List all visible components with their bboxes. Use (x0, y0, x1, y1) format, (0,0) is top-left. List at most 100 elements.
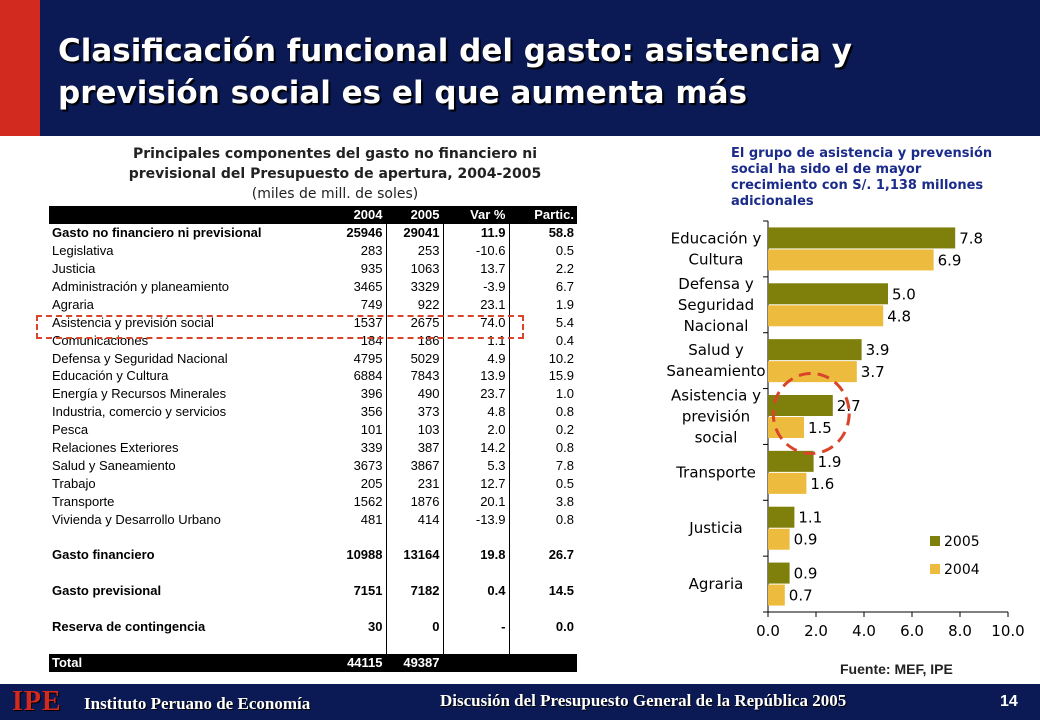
x-tick-label: 2.0 (804, 622, 828, 640)
source-note: Fuente: MEF, IPE (840, 661, 953, 677)
table-cell-row-var: -10.6 (442, 241, 509, 260)
bar-value-label: 0.9 (794, 565, 818, 583)
table-cell-row-var: 23.1 (442, 295, 509, 314)
table-cell-row-2005: 373 (385, 402, 443, 421)
table-cell-row-2005: 186 (385, 331, 443, 350)
table-cell-row-var: 1.1 (442, 331, 509, 350)
bar-value-label: 3.7 (861, 363, 885, 381)
table-cell-row-part: 10.2 (508, 349, 577, 368)
table-cell-row-name (49, 636, 330, 654)
table-cell-row-2004: 935 (360, 261, 383, 277)
table-cell-row-name: Gasto financiero (52, 547, 155, 563)
table-cell-row-var (442, 599, 509, 618)
table-row: Justicia 935 1063 13.7 2.2 (49, 259, 577, 278)
bar-2005 (768, 562, 790, 584)
table-cell-row-2004: 283 (360, 243, 383, 259)
table-cell-row-part: 0.5 (508, 241, 577, 260)
table-cell-row-var: 2.0 (442, 420, 509, 439)
header-accent-bar (0, 0, 40, 136)
bar-2004 (768, 249, 934, 271)
table-cell-row-2004: 3465 (353, 279, 383, 294)
highlight-ellipse (771, 372, 851, 455)
table-cell-row-2004: 339 (360, 440, 383, 456)
table-row: Relaciones Exteriores 339 387 14.2 0.8 (49, 438, 577, 457)
table-cell-row-2004: 25946 (346, 225, 383, 241)
table-cell-row-2004 (330, 528, 386, 546)
table-cell-row-var: - (442, 617, 509, 636)
table-cell-row-2005: 922 (385, 295, 443, 314)
table-row: Energía y Recursos Minerales 396 490 23.7 1.… (49, 384, 577, 403)
table-cell-row-var: 13.7 (442, 259, 509, 278)
x-tick-label: 0.0 (756, 622, 780, 640)
table-header-var: Var % (442, 206, 509, 224)
table-cell-row-name: Transporte (52, 493, 115, 509)
table-cell-row-part: 3.8 (508, 492, 577, 511)
category-label: Seguridad (678, 296, 754, 314)
bar-value-label: 3.9 (866, 341, 890, 359)
table-cell-row-var: 4.8 (442, 402, 509, 421)
page-number: 14 (1000, 693, 1018, 710)
category-label: Transporte (675, 463, 756, 481)
table-cell-row-2005: 13164 (385, 546, 443, 564)
table-row: Agraria 749 922 23.1 1.9 (49, 295, 577, 314)
table-cell-row-2004: 6884 (353, 368, 383, 384)
table-cell-row-part: 14.5 (508, 581, 577, 600)
category-label: Nacional (684, 317, 749, 335)
table-cell-row-name: Pesca (52, 422, 89, 438)
table-cell-row-2005 (385, 528, 443, 547)
table-cell-row-name: Relaciones Exteriores (52, 440, 179, 456)
table-cell-row-name: Administración y planeamiento (52, 279, 230, 294)
table-cell-row-var: 0.4 (442, 581, 509, 600)
table-highlight-box (36, 315, 524, 339)
legend-swatch-2004 (930, 564, 940, 574)
table-cell-row-2004: 3673 (353, 457, 383, 473)
table-cell-row-2005: 0 (385, 617, 443, 636)
table-cell-row-var: 12.7 (442, 474, 509, 493)
right-note: El grupo de asistencia y prevensión soci… (731, 146, 993, 209)
table-cell-row-2004: 7151 (353, 583, 383, 599)
bar-2004 (768, 528, 790, 550)
table-cell-row-2005: 103 (385, 420, 443, 439)
table-cell-row-var: 19.8 (442, 546, 509, 564)
table-cell-row-name: Vivienda y Desarrollo Urbano (52, 511, 221, 527)
table-row: Total 44115 49387 (49, 653, 577, 672)
table-row: Legislativa 283 253 -10.6 0.5 (49, 241, 577, 260)
bar-2005 (768, 506, 795, 528)
table-cell-row-2005 (385, 599, 443, 618)
bar-2005 (768, 227, 956, 249)
table-cell-row-var: 20.1 (442, 492, 509, 511)
footer-band (0, 684, 1040, 720)
x-tick-label: 6.0 (900, 622, 924, 640)
table-cell-row-var: 14.2 (442, 438, 509, 457)
bar-2005 (768, 339, 862, 361)
table-row: Reserva de contingencia 30 0-0.0 (49, 617, 577, 636)
table-cell-row-part: 58.8 (508, 223, 577, 242)
table-cell-row-2004 (330, 564, 386, 582)
table-cell-row-name: Comunicaciones (52, 332, 149, 348)
table-cell-row-name: Justicia (52, 261, 96, 277)
category-label: previsión (682, 408, 750, 426)
table-cell-row-name: Defensa y Seguridad Nacional (52, 350, 228, 366)
table-cell-row-2005: 1876 (385, 492, 443, 511)
table-cell-row-2005: 414 (385, 510, 443, 529)
table-cell-row-part (508, 599, 577, 618)
table-cell-row-2005: 387 (385, 438, 443, 457)
table-cell-row-2005: 29041 (385, 223, 443, 242)
table-cell-row-2004: 184 (360, 332, 383, 348)
table-spacer-row (49, 528, 577, 547)
ipe-logo: IPE (12, 686, 62, 717)
table-header-2004: 2004 (330, 206, 386, 224)
table-cell-row-2004: 1537 (353, 314, 383, 330)
table-row: Comunicaciones 184 186 1.1 0.4 (49, 331, 577, 350)
table-cell-row-part (508, 635, 577, 654)
table-cell-row-2005: 1063 (385, 259, 443, 278)
header-band (0, 0, 1040, 136)
table-cell-row-2004: 44115 (330, 653, 386, 672)
table-row: Gasto previsional 7151 7182 0.4 14.5 (49, 581, 577, 600)
table-cell-row-name: Trabajo (52, 475, 96, 491)
bar-value-label: 0.9 (794, 531, 818, 549)
table-cell-row-var (442, 563, 509, 582)
table-cell-row-part: 1.0 (508, 384, 577, 403)
table-heading-line-1: Principales componentes del gasto no fin… (132, 146, 538, 162)
